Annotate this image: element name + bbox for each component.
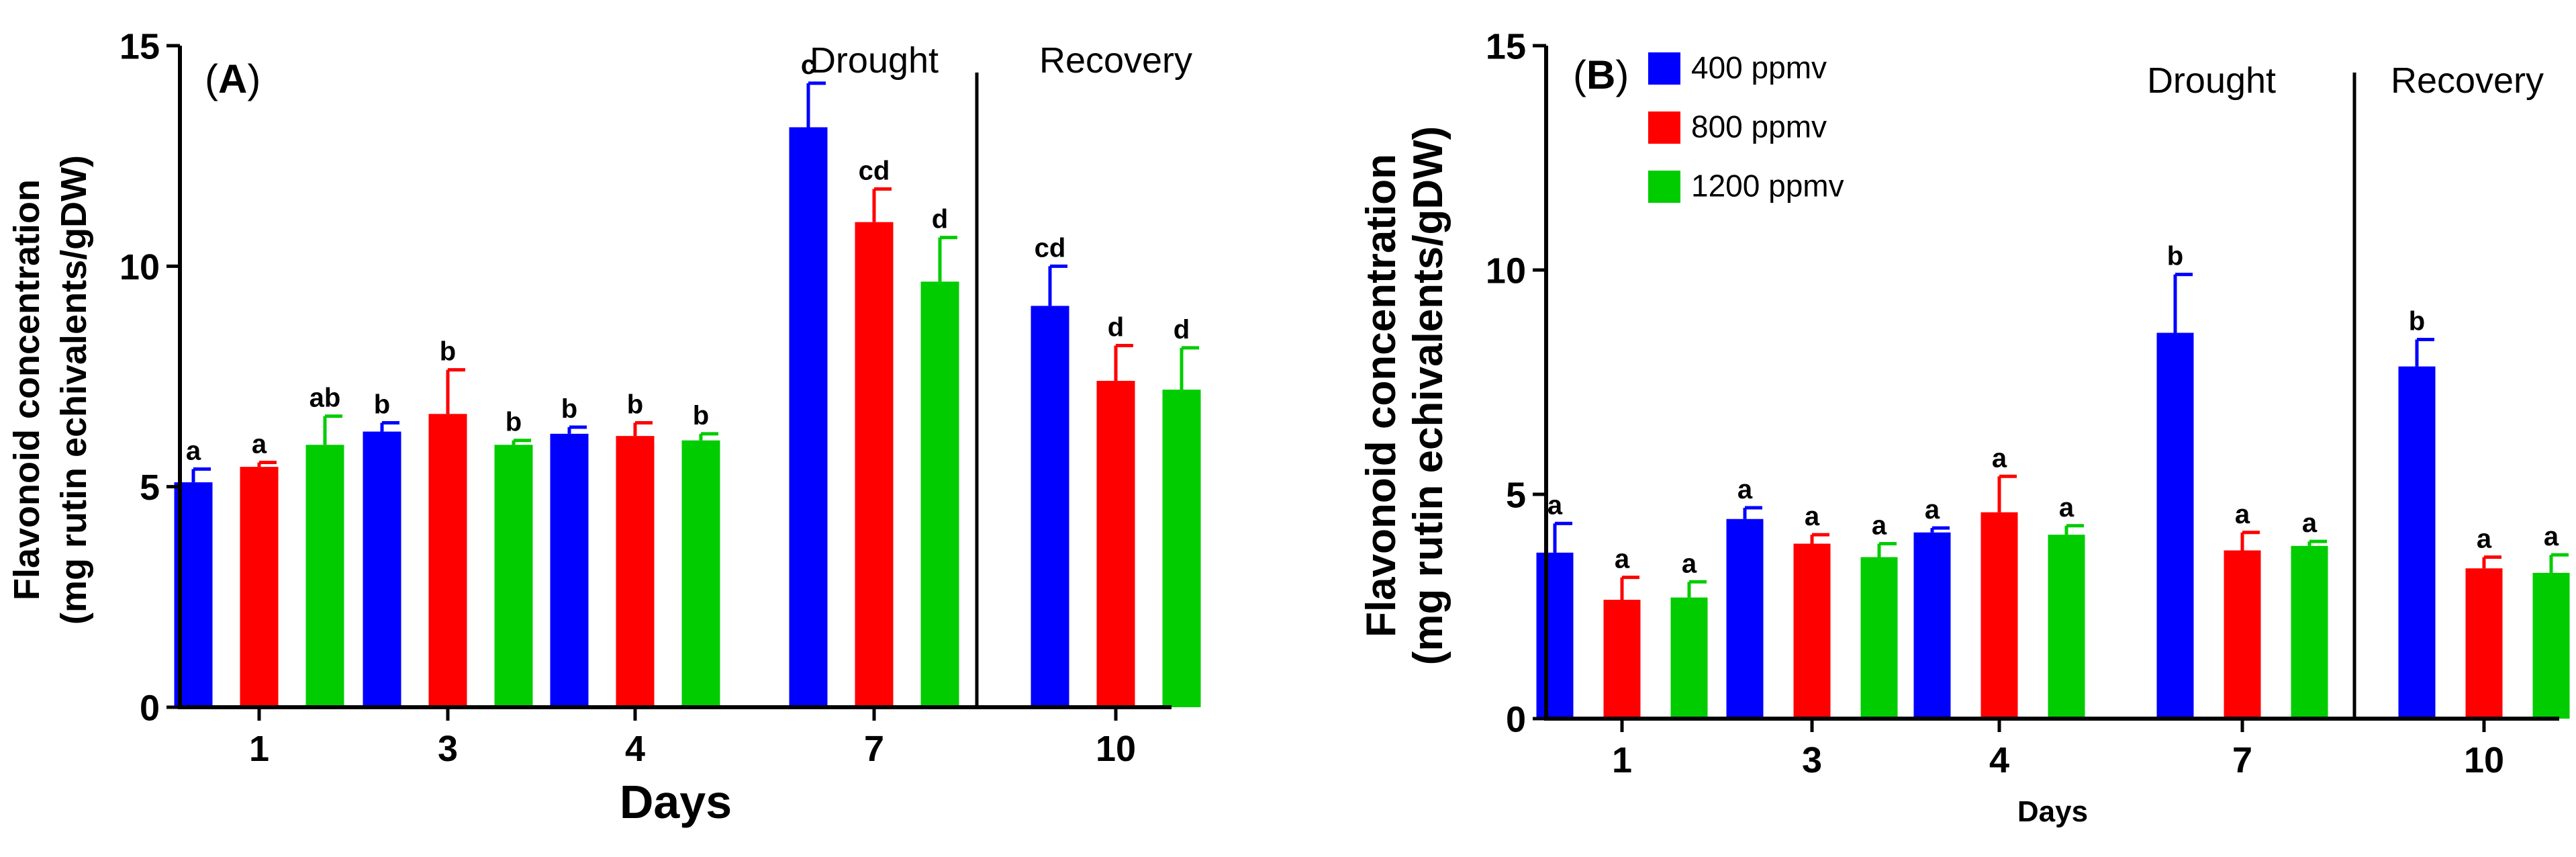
significance-letter: ab: [309, 384, 341, 413]
y-tick-label: 15: [120, 26, 160, 66]
y-tick-label: 5: [140, 467, 160, 508]
y-tick-label: 10: [120, 247, 160, 287]
y-tick-label: 0: [1506, 699, 1526, 739]
y-axis-title-line2: (mg rutin echivalents/gDW): [54, 155, 94, 625]
bar-1200-ppmv-day-7: [920, 281, 959, 708]
phase-label-recovery: Recovery: [2391, 60, 2544, 101]
bar-400-ppmv-day-1: [1536, 552, 1574, 719]
bar-400-ppmv-day-10: [2398, 366, 2436, 719]
bar-400-ppmv-day-7: [789, 127, 828, 707]
bar-1200-ppmv-day-1: [305, 445, 344, 707]
significance-letter: cd: [1035, 233, 1066, 263]
bar-1200-ppmv-day-7: [2291, 545, 2328, 719]
bar-800-ppmv-day-1: [1603, 599, 1641, 719]
legend-swatch-800-ppmv: [1648, 111, 1680, 144]
significance-letter: a: [252, 430, 267, 459]
phase-label-drought: Drought: [810, 40, 939, 81]
legend-swatch-1200-ppmv: [1648, 171, 1680, 203]
y-tick-label: 15: [1486, 26, 1526, 66]
y-axis-title-line2: (mg rutin echivalents/gDW): [1405, 126, 1451, 666]
significance-letter: a: [2544, 522, 2559, 551]
bar-800-ppmv-day-3: [428, 414, 467, 707]
bar-400-ppmv-day-7: [2156, 332, 2194, 719]
significance-letter: b: [506, 408, 522, 437]
x-tick-label: 10: [2464, 740, 2504, 780]
bar-800-ppmv-day-10: [2465, 568, 2503, 719]
y-tick-label: 10: [1486, 251, 1526, 291]
legend-label: 800 ppmv: [1691, 109, 1827, 144]
significance-letter: a: [2235, 500, 2250, 529]
x-tick-label: 7: [2232, 740, 2252, 780]
significance-letter: a: [1682, 549, 1697, 578]
phase-label-recovery: Recovery: [1039, 40, 1192, 81]
y-axis-title-line1: Flavonoid concentration: [7, 179, 47, 600]
significance-letter: b: [2409, 307, 2425, 336]
panel-b: a a a b b a a a a a a a a a a 0 5 10 15 1 3 4 7 10 Drought Recove…: [1358, 26, 2570, 828]
significance-letter: b: [374, 390, 390, 419]
phase-label-drought: Drought: [2147, 60, 2276, 101]
bar-1200-ppmv-day-4: [681, 440, 720, 707]
bar-800-ppmv-day-7: [855, 222, 894, 708]
significance-letter: a: [1925, 495, 1940, 525]
bar-400-ppmv-day-10: [1031, 306, 1069, 707]
legend-label: 1200 ppmv: [1691, 168, 1844, 203]
legend-swatch-400-ppmv: [1648, 52, 1680, 85]
y-axis-title-line1: Flavonoid concentration: [1358, 154, 1404, 637]
significance-letter: d: [932, 205, 948, 234]
legend-label: 400 ppmv: [1691, 50, 1827, 85]
significance-letter: c: [801, 50, 816, 80]
bar-400-ppmv-day-3: [363, 431, 401, 707]
x-tick-label: 4: [1989, 740, 2009, 780]
bar-800-ppmv-day-3: [1793, 543, 1831, 719]
significance-letter: a: [1737, 475, 1753, 504]
significance-letter: a: [2477, 525, 2492, 554]
bar-800-ppmv-day-7: [2224, 550, 2261, 719]
bar-800-ppmv-day-4: [616, 436, 655, 707]
bar-1200-ppmv-day-3: [494, 445, 533, 707]
panel-label: (A): [205, 56, 260, 101]
significance-letter: a: [1805, 502, 1820, 531]
x-axis-title: Days: [620, 776, 732, 828]
significance-letter: a: [1872, 510, 1887, 540]
x-tick-label: 3: [438, 729, 458, 769]
x-tick-label: 3: [1802, 740, 1822, 780]
significance-letter: b: [693, 401, 709, 431]
bar-800-ppmv-day-4: [1981, 512, 2018, 719]
significance-letter: a: [186, 436, 201, 465]
significance-letter: a: [2059, 493, 2074, 523]
panel-label: (B): [1573, 52, 1629, 97]
bar-1200-ppmv-day-3: [1860, 557, 1898, 719]
y-tick-label: 5: [1506, 475, 1526, 515]
bar-800-ppmv-day-1: [240, 467, 279, 707]
significance-letter: a: [1615, 545, 1630, 574]
x-tick-label: 4: [625, 729, 645, 769]
x-tick-label: 1: [1612, 740, 1632, 780]
significance-letter: b: [440, 337, 456, 367]
bar-400-ppmv-day-4: [550, 433, 589, 707]
bar-800-ppmv-day-10: [1096, 381, 1135, 707]
bar-1200-ppmv-day-10: [1162, 390, 1201, 707]
bar-400-ppmv-day-3: [1726, 518, 1764, 719]
significance-letter: b: [627, 390, 643, 419]
y-tick-label: 0: [140, 688, 160, 728]
significance-letter: cd: [859, 156, 890, 185]
significance-letter: a: [2302, 508, 2318, 538]
bar-400-ppmv-day-4: [1913, 532, 1951, 719]
legend: 400 ppmv 800 ppmv 1200 ppmv: [1648, 50, 1844, 203]
significance-letter: b: [2167, 242, 2183, 271]
significance-letter: a: [1992, 443, 2007, 473]
bar-1200-ppmv-day-4: [2048, 535, 2085, 719]
x-axis-title: Days: [2017, 795, 2088, 828]
bar-1200-ppmv-day-1: [1670, 597, 1708, 719]
significance-letter: d: [1174, 315, 1190, 345]
significance-letter: a: [1547, 490, 1563, 520]
x-tick-label: 1: [249, 729, 269, 769]
x-tick-label: 7: [864, 729, 884, 769]
significance-letter: b: [561, 394, 577, 424]
bar-1200-ppmv-day-10: [2532, 572, 2570, 719]
x-tick-label: 10: [1096, 729, 1136, 769]
significance-letter: d: [1108, 313, 1124, 343]
